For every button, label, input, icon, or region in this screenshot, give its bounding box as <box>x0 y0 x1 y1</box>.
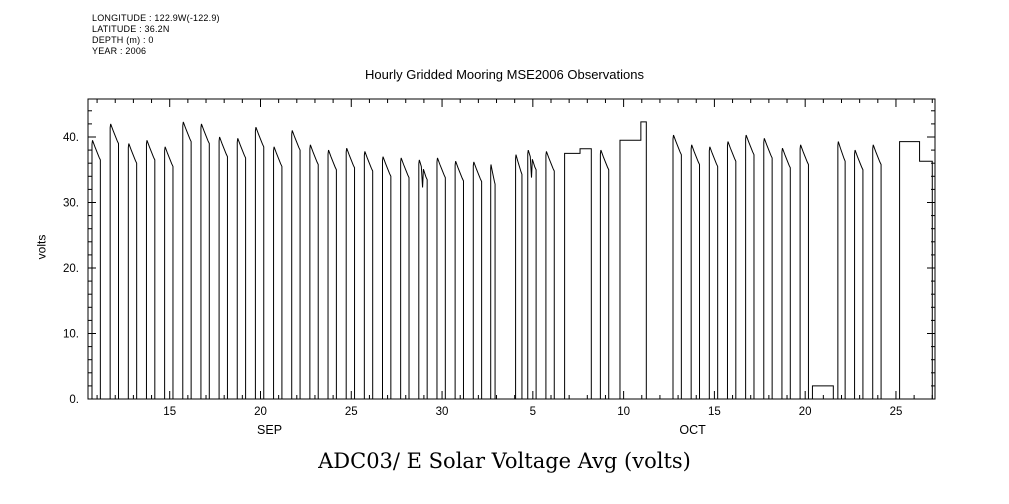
meta-depth: DEPTH (m) : 0 <box>92 35 154 45</box>
y-tick-label: 0. <box>69 394 79 406</box>
x-tick-label: 20 <box>799 406 812 418</box>
x-tick-label: 25 <box>890 406 903 418</box>
header-metadata: LONGITUDE : 122.9W(-122.9) LATITUDE : 36… <box>92 13 220 57</box>
plot-footer-title: ADC03/ E Solar Voltage Avg (volts) <box>318 449 691 473</box>
month-label: SEP <box>257 423 282 437</box>
meta-latitude: LATITUDE : 36.2N <box>92 24 170 34</box>
y-tick-label: 40. <box>63 132 79 144</box>
x-tick-label: 25 <box>345 406 358 418</box>
chart-title: Hourly Gridded Mooring MSE2006 Observati… <box>365 67 644 82</box>
x-tick-label: 20 <box>254 406 267 418</box>
y-tick-label: 10. <box>63 328 79 340</box>
y-axis-label: volts <box>34 234 49 260</box>
x-tick-label: 15 <box>708 406 721 418</box>
meta-longitude: LONGITUDE : 122.9W(-122.9) <box>92 13 220 23</box>
x-tick-label: 5 <box>530 406 536 418</box>
x-tick-label: 10 <box>617 406 630 418</box>
meta-year: YEAR : 2006 <box>92 46 147 56</box>
month-label: OCT <box>679 423 706 437</box>
y-tick-label: 20. <box>63 263 79 275</box>
x-tick-label: 30 <box>436 406 449 418</box>
x-tick-label: 15 <box>163 406 176 418</box>
y-tick-label: 30. <box>63 197 79 209</box>
voltage-series <box>88 121 935 400</box>
